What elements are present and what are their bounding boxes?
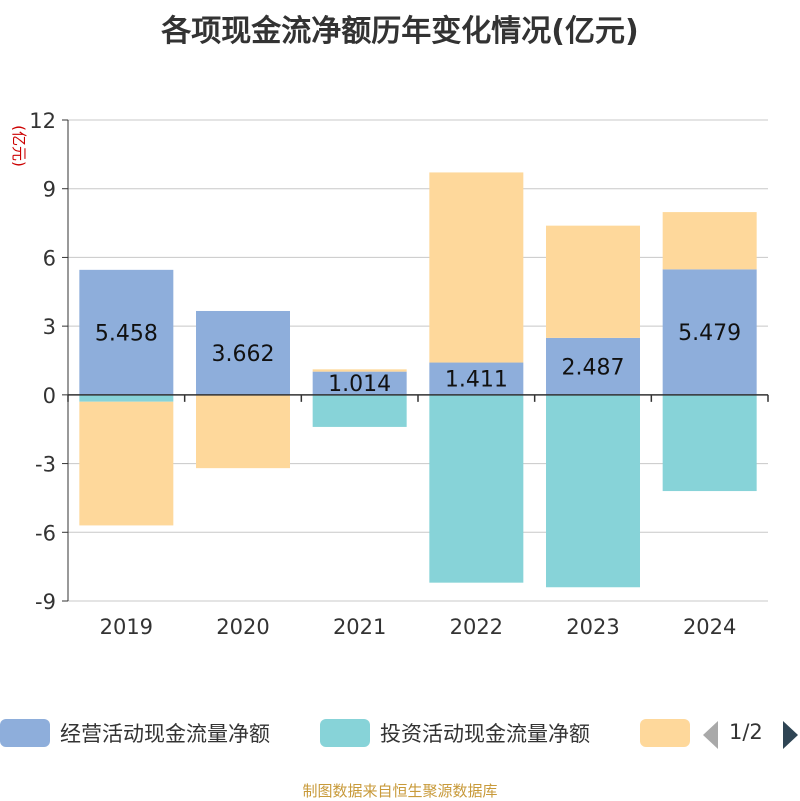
y-tick-label: 0 [43,384,56,408]
legend-item-investing[interactable]: 投资活动现金流量净额 [320,718,590,748]
bar-2019-series-0[interactable] [79,269,174,395]
y-tick-label: -6 [35,521,56,545]
legend-label-investing: 投资活动现金流量净额 [380,722,590,746]
bar-2024-series-1[interactable] [662,394,757,492]
data-label: 5.479 [678,321,741,346]
data-label: 1.411 [445,368,508,393]
bar-2022-series-0[interactable] [429,362,524,395]
legend-item-operating[interactable]: 经营活动现金流量净额 [0,718,270,748]
data-label: 1.014 [328,372,391,397]
y-tick-label: 9 [43,178,56,202]
bar-2023-series-1[interactable] [546,394,640,588]
data-label: 5.458 [95,321,158,346]
cash-flow-chart: 12 9 6 3 0 -3 -6 -9 (亿元) 2019 2020 2021 2022 2023 2024… [10,109,769,639]
x-tick-label: 2021 [333,615,386,639]
source-note: 制图数据来自恒生聚源数据库 [302,782,498,800]
legend-swatch-operating [0,719,50,747]
x-tick-label: 2019 [100,615,153,639]
legend-next-page-icon[interactable] [783,721,798,749]
legend-swatch-investing [320,719,370,747]
bar-2019-series-2[interactable] [79,401,174,526]
y-axis-label: (亿元) [10,125,28,167]
bar-2021-series-0[interactable] [312,371,407,395]
bar-2019-series-1[interactable] [79,394,174,402]
bar-2021-series-2[interactable] [312,369,407,372]
x-tick-label: 2020 [216,615,269,639]
legend-label-operating: 经营活动现金流量净额 [60,722,270,746]
bar-2020-series-0[interactable] [196,310,290,395]
legend-prev-page-icon[interactable] [703,721,718,749]
data-label: 2.487 [562,355,625,380]
y-tick-label: -3 [35,453,56,477]
x-tick-label: 2023 [566,615,619,639]
bar-2023-series-2[interactable] [546,225,640,338]
bar-2024-series-2[interactable] [662,212,757,270]
y-tick-label: 12 [29,109,56,133]
legend-item-financing[interactable] [640,718,700,748]
y-tick-label: 3 [43,315,56,339]
legend-swatch-financing [640,719,690,747]
x-tick-label: 2024 [683,615,736,639]
bar-2022-series-2[interactable] [429,172,524,363]
chart-title: 各项现金流净额历年变化情况(亿元) [161,14,639,49]
legend: 经营活动现金流量净额 投资活动现金流量净额 1/2 [0,712,800,756]
bar-2023-series-0[interactable] [546,337,640,395]
y-tick-label: -9 [35,590,56,614]
bar-2020-series-2[interactable] [196,394,290,469]
x-tick-label: 2022 [450,615,503,639]
bar-2024-series-0[interactable] [662,269,757,395]
data-label: 3.662 [212,342,275,367]
bar-2021-series-1[interactable] [312,394,407,427]
y-tick-label: 6 [43,246,56,270]
bar-2022-series-1[interactable] [429,394,524,583]
legend-page-indicator: 1/2 [729,720,763,744]
